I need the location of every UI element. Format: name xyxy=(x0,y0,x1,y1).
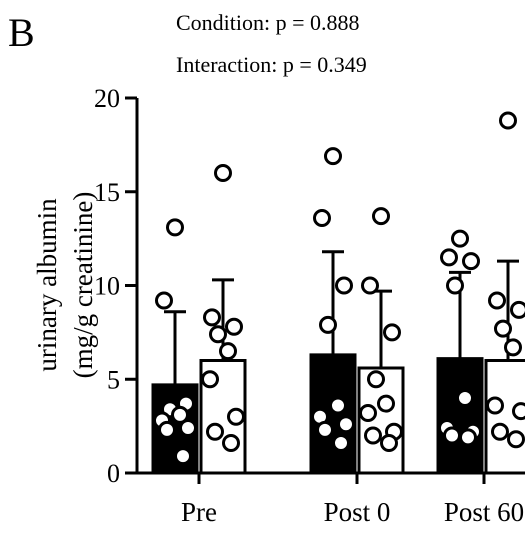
point-s2-c2-6 xyxy=(361,406,376,421)
point-s2-c2-5 xyxy=(379,396,394,411)
point-s2-c3-3 xyxy=(512,302,525,317)
point-s2-c1-9 xyxy=(224,436,239,451)
point-s2-c3-9 xyxy=(509,432,524,447)
point-s1-c3-5 xyxy=(458,391,473,406)
point-s2-c1-7 xyxy=(229,409,244,424)
point-s1-c2-8 xyxy=(318,422,333,437)
point-s1-c1-2 xyxy=(157,293,172,308)
x-tick-label-3: Post 60 xyxy=(444,497,524,527)
point-s2-c2-3 xyxy=(385,325,400,340)
point-s1-c1-9 xyxy=(176,449,191,464)
y-tick-label-20: 20 xyxy=(94,84,120,113)
bar-s1-c3 xyxy=(438,359,482,473)
interaction-p-value: Interaction: p = 0.349 xyxy=(176,52,367,77)
point-s2-c2-4 xyxy=(369,372,384,387)
point-s2-c3-1 xyxy=(501,113,516,128)
point-s2-c1-4 xyxy=(211,327,226,342)
y-tick-label-0: 0 xyxy=(107,459,120,488)
point-s2-c1-5 xyxy=(221,344,236,359)
point-s2-c2-8 xyxy=(366,428,381,443)
point-s2-c1-8 xyxy=(208,424,223,439)
point-s2-c1-1 xyxy=(216,166,231,181)
point-s2-c2-9 xyxy=(382,436,397,451)
point-s1-c2-4 xyxy=(321,317,336,332)
point-s2-c3-4 xyxy=(496,321,511,336)
point-s1-c2-9 xyxy=(334,436,349,451)
point-s2-c1-6 xyxy=(203,372,218,387)
point-s2-c3-8 xyxy=(493,424,508,439)
point-s1-c2-7 xyxy=(339,417,354,432)
plot-area: 0 5 10 15 20 Pre Post 0 Post 60 xyxy=(94,84,525,527)
y-axis-title-line-1: urinary albumin xyxy=(32,198,62,372)
point-s2-c1-3 xyxy=(227,319,242,334)
point-s2-c3-5 xyxy=(506,340,521,355)
point-s2-c3-2 xyxy=(490,293,505,308)
point-s1-c2-1 xyxy=(326,149,341,164)
point-s1-c3-9 xyxy=(461,430,476,445)
y-axis-title: urinary albumin (mg/g creatinine) xyxy=(32,192,98,379)
point-s1-c1-1 xyxy=(168,220,183,235)
point-s1-c3-1 xyxy=(453,231,468,246)
point-s1-c3-4 xyxy=(448,278,463,293)
point-s1-c1-7 xyxy=(181,421,196,436)
point-s1-c1-8 xyxy=(160,422,175,437)
point-s2-c1-2 xyxy=(205,310,220,325)
y-tick-label-5: 5 xyxy=(107,365,120,394)
point-s1-c3-8 xyxy=(445,428,460,443)
condition-p-value: Condition: p = 0.888 xyxy=(176,10,360,35)
point-s2-c2-1 xyxy=(374,209,389,224)
y-tick-label-10: 10 xyxy=(94,272,120,301)
point-s2-c2-2 xyxy=(363,278,378,293)
point-s1-c3-2 xyxy=(442,250,457,265)
point-s2-c3-6 xyxy=(488,398,503,413)
point-s1-c3-3 xyxy=(464,254,479,269)
y-tick-label-15: 15 xyxy=(94,178,120,207)
x-tick-label-2: Post 0 xyxy=(324,497,391,527)
point-s1-c2-3 xyxy=(337,278,352,293)
x-tick-label-1: Pre xyxy=(181,497,217,527)
panel-label: B xyxy=(8,10,35,55)
point-s1-c2-5 xyxy=(331,398,346,413)
point-s2-c3-7 xyxy=(514,404,525,419)
point-s1-c2-2 xyxy=(315,211,330,226)
